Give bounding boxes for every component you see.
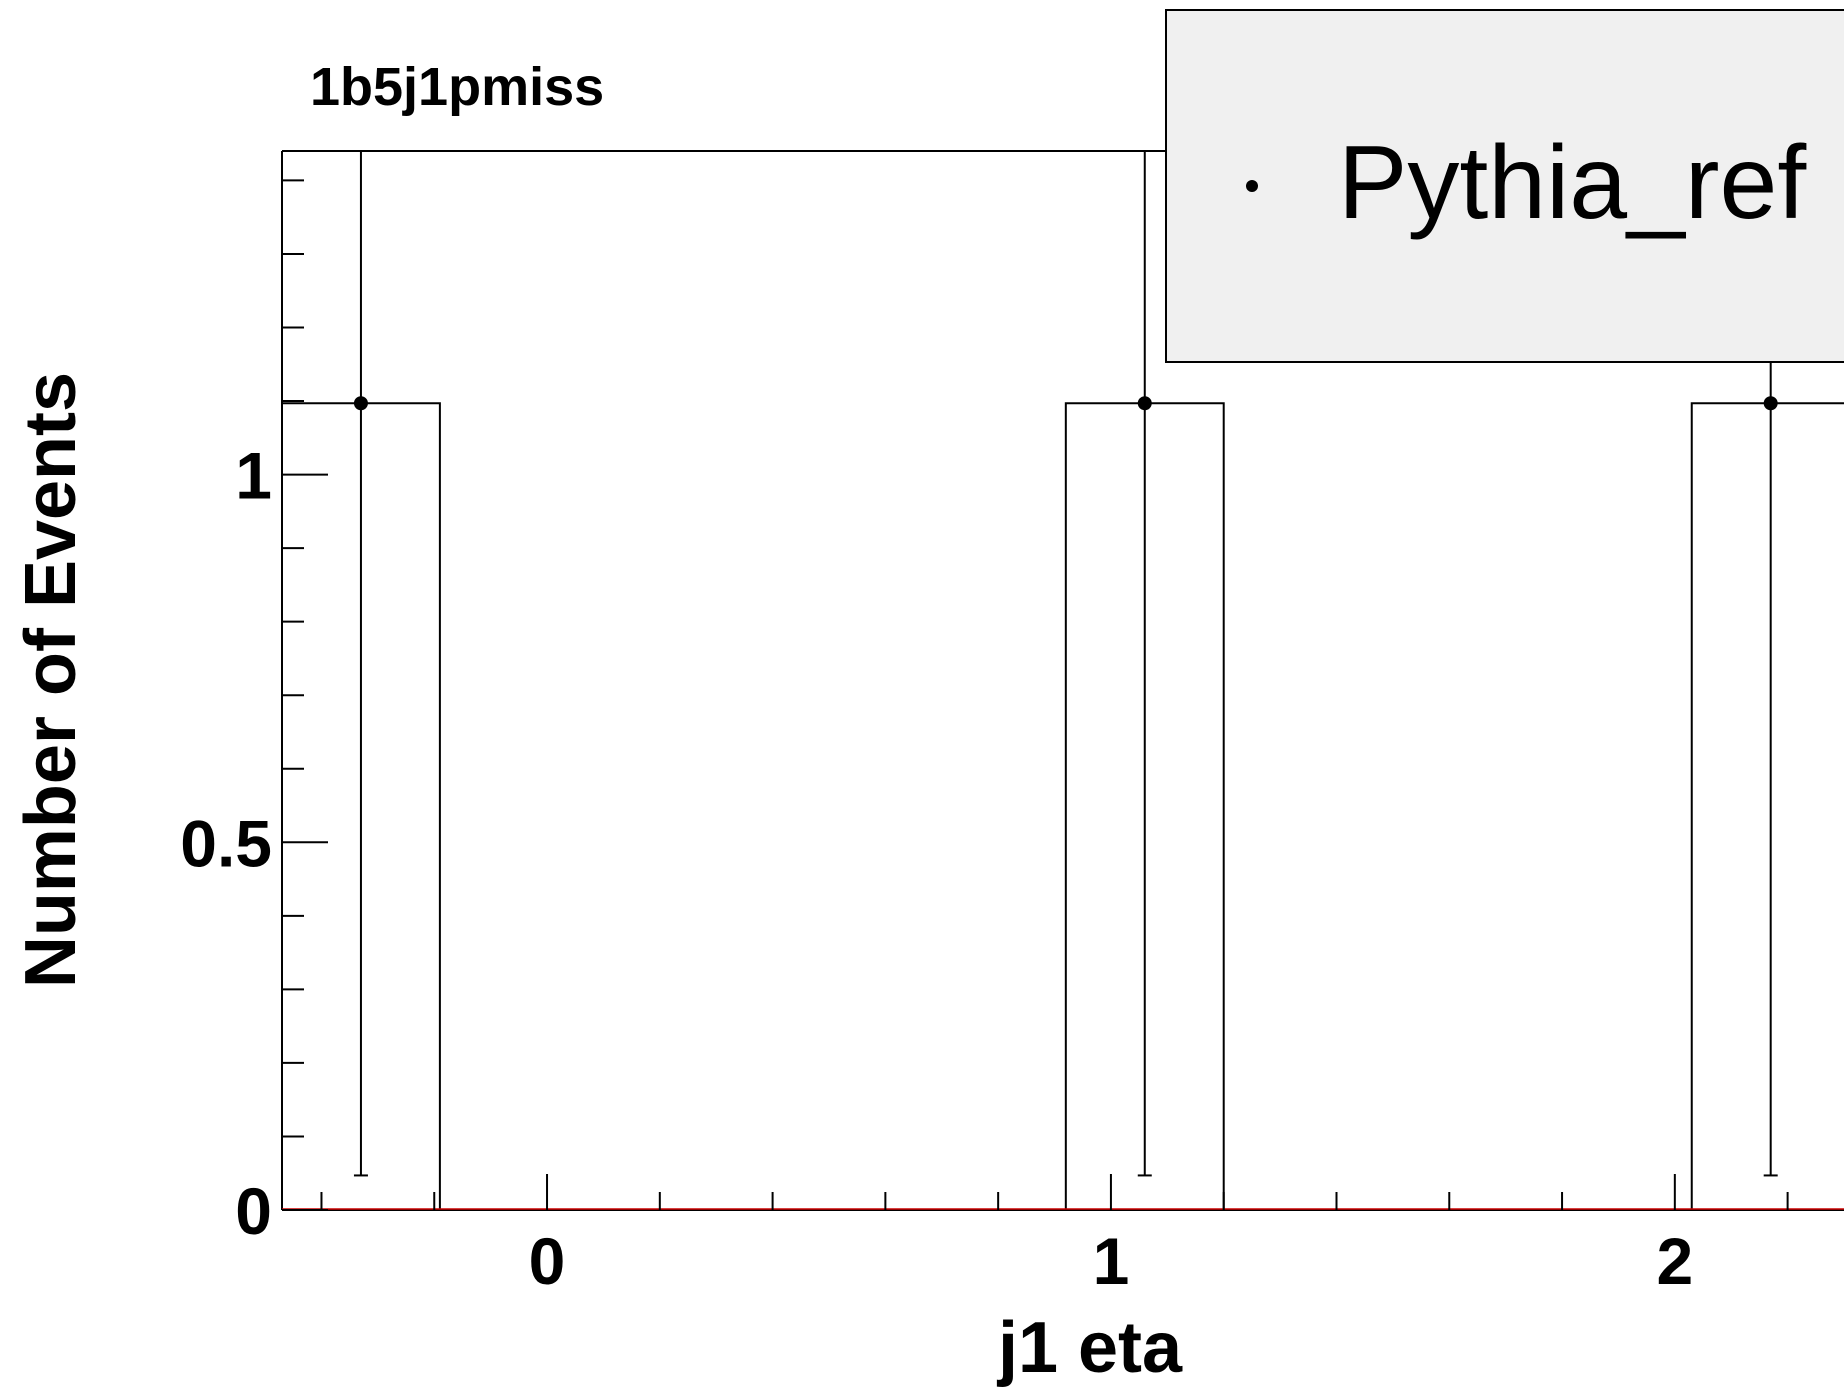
chart-title: 1b5j1pmiss [310, 57, 604, 117]
legend-entry-label: Pythia_ref [1338, 125, 1807, 241]
y-tick-label: 0 [235, 1174, 272, 1248]
legend-box [1165, 9, 1844, 363]
x-axis-tick-labels: 0 1 2 [529, 1224, 1694, 1298]
y-tick-label: 1 [235, 439, 272, 513]
y-axis-ticks [282, 179, 328, 1211]
histogram-bars [281, 402, 1844, 1210]
x-axis-ticks [320, 1174, 1789, 1210]
x-tick-label: 1 [1093, 1224, 1130, 1298]
y-axis-title: Number of Events [11, 372, 91, 988]
data-point [1763, 396, 1778, 411]
legend-marker [1246, 180, 1258, 192]
y-axis-tick-labels: 00.51 [180, 439, 272, 1248]
x-tick-label: 2 [1656, 1224, 1693, 1298]
data-point [353, 396, 368, 411]
x-tick-label: 0 [529, 1224, 566, 1298]
legend: Pythia_ref [1165, 9, 1844, 363]
data-point [1137, 396, 1152, 411]
histogram-bar [1690, 402, 1844, 1210]
x-axis-title: j1 eta [996, 1308, 1183, 1388]
y-tick-label: 0.5 [180, 806, 272, 880]
